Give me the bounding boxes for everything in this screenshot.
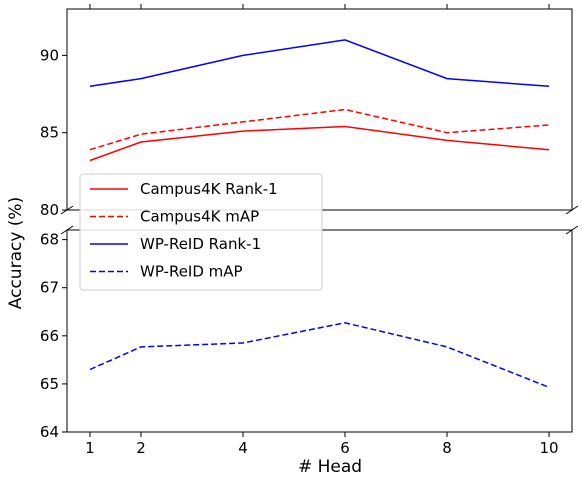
series-line [89, 125, 550, 162]
x-tick-label: 4 [238, 439, 248, 457]
series-line [89, 322, 550, 388]
legend-label: Campus4K mAP [140, 208, 259, 226]
x-tick-label: 8 [442, 439, 452, 457]
x-tick-label: 1 [85, 439, 95, 457]
x-tick-label: 10 [539, 439, 558, 457]
x-tick-label: 2 [136, 439, 146, 457]
y-tick-label: 65 [40, 375, 59, 393]
legend-label: Campus4K Rank-1 [140, 180, 278, 198]
y-axis-title: Accuracy (%) [6, 197, 26, 309]
x-axis-title: # Head [298, 457, 362, 477]
axis-break-mark [565, 225, 579, 235]
y-tick-label: 85 [40, 124, 59, 142]
y-tick-label: 66 [40, 327, 59, 345]
x-axis: 1 2 4 6 8 10 [85, 4, 559, 457]
legend: Campus4K Rank-1 Campus4K mAP WP-ReID Rank-… [79, 173, 323, 291]
axis-break-mark [60, 225, 74, 235]
legend-label: WP-ReID mAP [140, 263, 243, 281]
y-tick-label: 64 [40, 423, 59, 441]
axis-break-mark [60, 205, 74, 215]
series-line [89, 39, 550, 88]
legend-label: WP-ReID Rank-1 [140, 235, 261, 253]
legend-box [79, 173, 323, 291]
y-tick-label: 68 [40, 231, 59, 249]
y-tick-label: 80 [40, 201, 59, 219]
x-tick-label: 6 [340, 439, 350, 457]
series-line [89, 108, 550, 151]
y-tick-label: 67 [40, 279, 59, 297]
axis-break-mark [565, 205, 579, 215]
y-tick-label: 90 [40, 46, 59, 64]
axis-break-marks [60, 205, 579, 235]
